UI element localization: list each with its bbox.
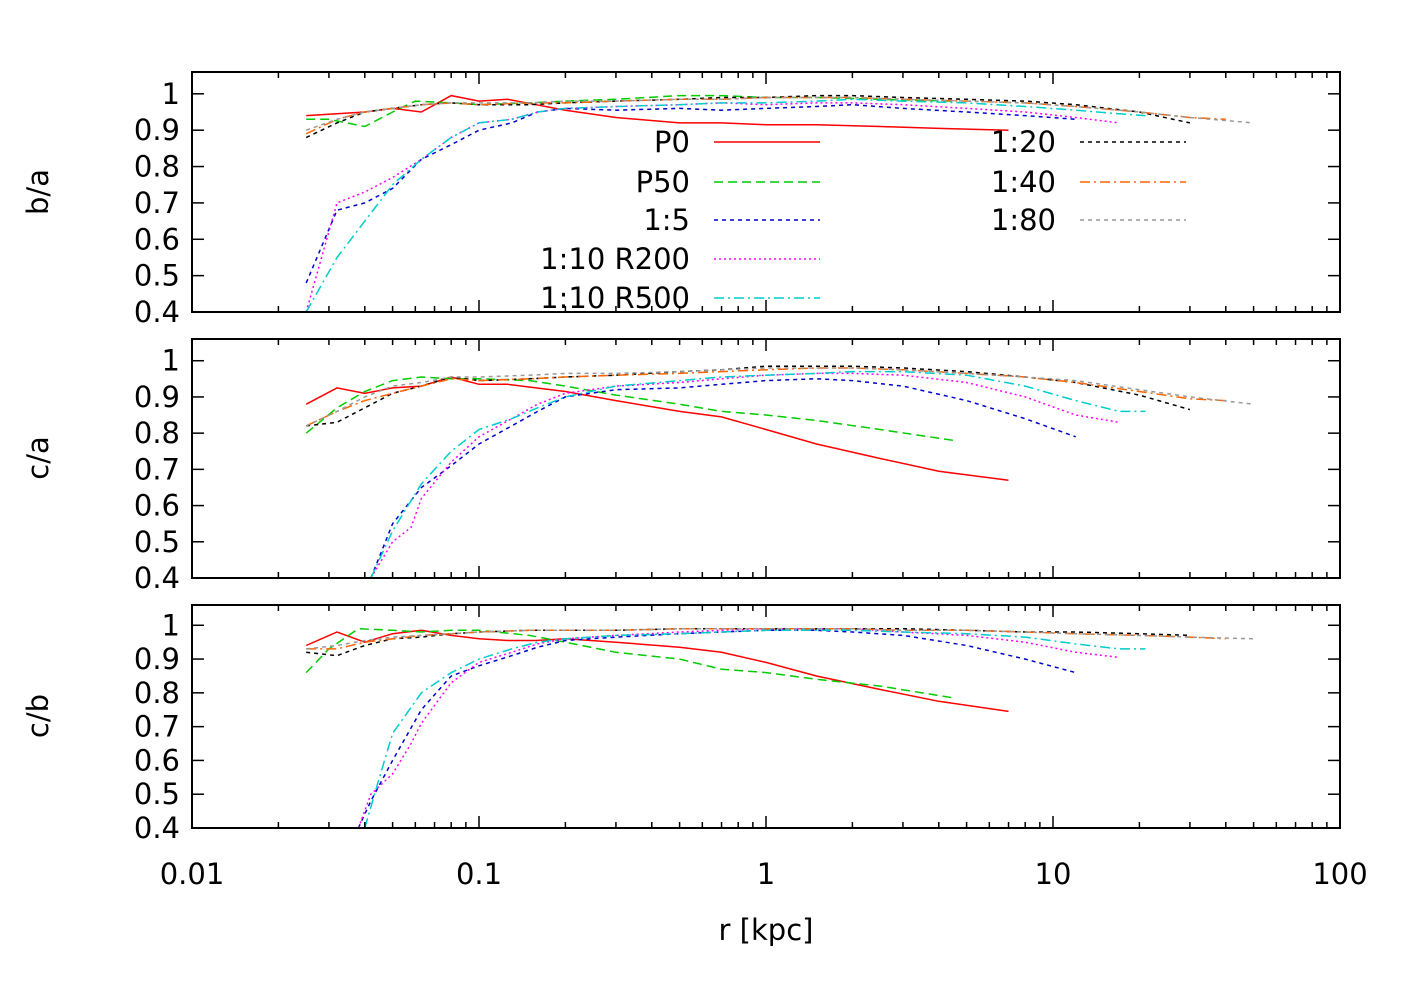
panel-top-clipped: [305, 94, 1254, 312]
y-tick-label: 0.5: [134, 777, 180, 811]
series-line-1-10-r500: [364, 629, 1146, 828]
series-line-1-10-r200: [305, 102, 1120, 312]
x-tick-label: 1: [757, 857, 775, 891]
x-axis-label: r [kpc]: [719, 913, 814, 947]
panel-top-ticks: [191, 72, 1341, 313]
panel-top: 0.40.50.60.70.80.91 b/a P0 P50 1:5 1:10 R20…: [21, 71, 1341, 329]
x-tick-label: 0.1: [456, 857, 502, 891]
legend: P0 P50 1:5 1:10 R200 1:10 R500 1:20 1:40 1:80: [540, 125, 1186, 315]
panel-bottom: 0.40.50.60.70.80.91 0.01 0.1 1 10 100 c/b r …: [21, 604, 1368, 947]
legend-label-1-10-r200: 1:10 R200: [540, 242, 690, 276]
x-tick-label: 0.01: [160, 857, 225, 891]
y-tick-label: 0.6: [134, 489, 180, 523]
series-line-1-5: [305, 103, 1076, 284]
panel-bottom-ticks: [191, 605, 1341, 829]
series-line-1-10-r200: [370, 372, 1120, 578]
series-line-1-5: [370, 378, 1076, 578]
series-line-1-40: [305, 367, 1226, 427]
y-tick-label: 0.8: [134, 676, 180, 710]
panel-top-series: [305, 94, 1254, 312]
y-tick-label: 0.4: [134, 295, 180, 329]
panel-bottom-ylabel: c/b: [21, 694, 55, 738]
panel-top-ylabel: b/a: [21, 169, 55, 215]
y-tick-label: 1: [162, 77, 180, 111]
y-tick-label: 0.6: [134, 743, 180, 777]
series-line-1-80: [306, 627, 1254, 650]
legend-label-p50: P50: [636, 165, 690, 199]
series-line-1-80: [305, 96, 1254, 131]
legend-label-1-5: 1:5: [643, 203, 690, 237]
y-tick-label: 0.9: [134, 380, 180, 414]
y-tick-label: 1: [162, 344, 180, 378]
panel-bottom-series: [305, 627, 1254, 828]
panel-bottom-ytick-labels: 0.40.50.60.70.80.91: [134, 608, 180, 845]
y-tick-label: 0.7: [134, 186, 180, 220]
y-tick-label: 1: [162, 608, 180, 642]
x-tick-label: 100: [1312, 857, 1367, 891]
panel-middle: 0.40.50.60.70.80.91 c/a: [21, 338, 1341, 595]
panel-middle-series: [305, 365, 1254, 578]
panel-top-ytick-labels: 0.40.50.60.70.80.91: [134, 77, 180, 329]
x-tick-label: 10: [1035, 857, 1072, 891]
panel-middle-ylabel: c/a: [21, 436, 55, 480]
panel-middle-clipped: [305, 365, 1254, 578]
y-tick-label: 0.6: [134, 222, 180, 256]
series-line-1-10-r500: [370, 370, 1146, 578]
y-tick-label: 0.5: [134, 259, 180, 293]
panel-middle-ticks: [191, 339, 1341, 579]
y-tick-label: 0.5: [134, 525, 180, 559]
y-tick-label: 0.9: [134, 642, 180, 676]
legend-label-p0: P0: [654, 125, 690, 159]
legend-label-1-10-r500: 1:10 R500: [540, 281, 690, 315]
y-tick-label: 0.8: [134, 416, 180, 450]
y-tick-label: 0.4: [134, 811, 180, 845]
legend-label-1-80: 1:80: [991, 203, 1056, 237]
series-line-p50: [305, 376, 954, 442]
y-tick-label: 0.7: [134, 710, 180, 744]
y-tick-label: 0.7: [134, 452, 180, 486]
series-line-1-80: [305, 367, 1254, 427]
panel-bottom-clipped: [305, 627, 1254, 828]
legend-label-1-20: 1:20: [991, 125, 1056, 159]
y-tick-label: 0.9: [134, 113, 180, 147]
series-line-p0: [305, 376, 1009, 481]
y-tick-label: 0.4: [134, 561, 180, 595]
series-line-p0: [305, 629, 1009, 713]
x-tick-labels: 0.01 0.1 1 10 100: [160, 857, 1368, 891]
legend-label-1-40: 1:40: [991, 165, 1056, 199]
series-line-p50: [305, 627, 954, 699]
y-tick-label: 0.8: [134, 150, 180, 184]
panel-middle-ytick-labels: 0.40.50.60.70.80.91: [134, 344, 180, 595]
